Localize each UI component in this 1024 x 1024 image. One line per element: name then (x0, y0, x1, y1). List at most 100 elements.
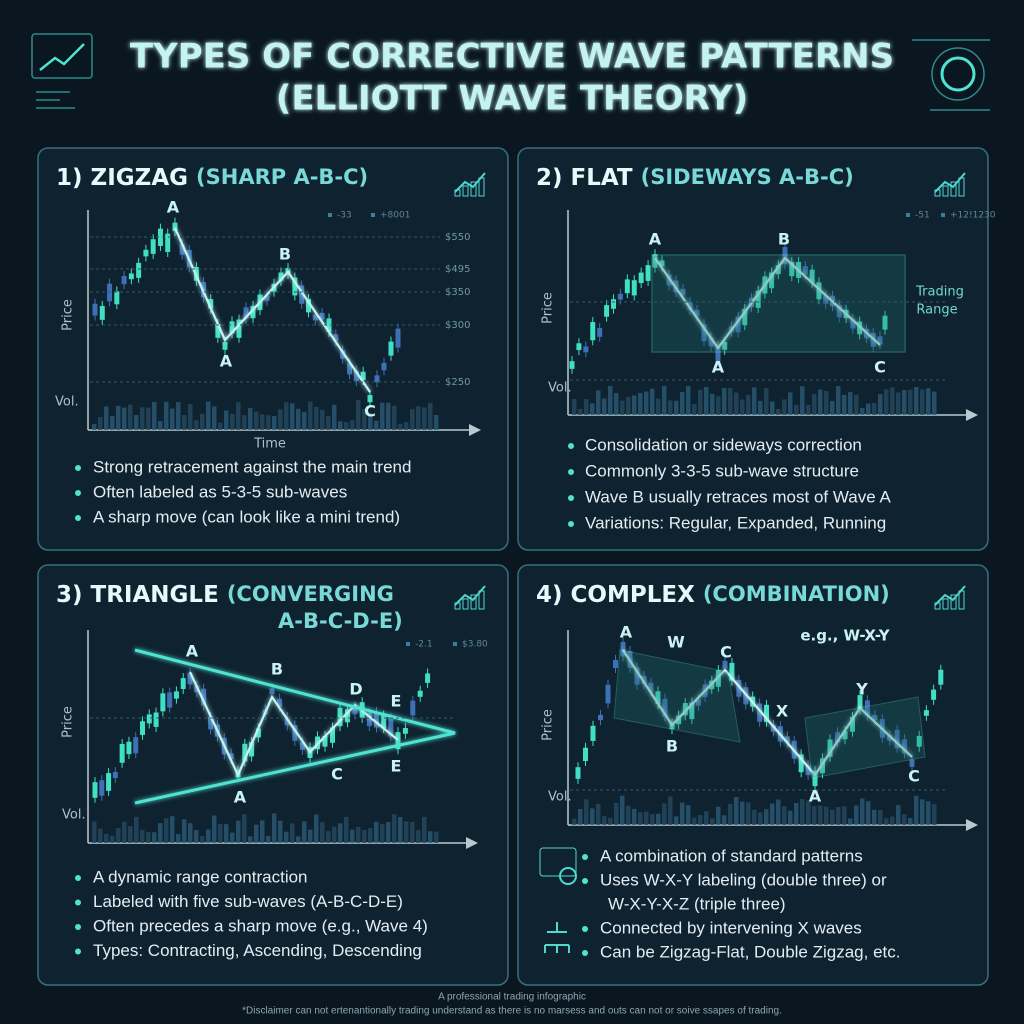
volume-bar (266, 835, 271, 843)
candle (153, 712, 159, 727)
volume-bar (296, 836, 301, 843)
panel-number: 4) (536, 582, 563, 608)
volume-bar (278, 820, 283, 843)
candle (708, 337, 714, 347)
wave-label: B (778, 230, 790, 249)
volume-bar (260, 820, 265, 843)
volume-bar (782, 806, 787, 825)
candle (613, 659, 618, 668)
volume-bar (308, 829, 313, 843)
volume-bar (836, 386, 841, 415)
bullet-text: Strong retracement against the main tren… (93, 457, 411, 476)
volume-bar (152, 832, 157, 843)
panel (517, 147, 989, 551)
wave-label: X (776, 702, 789, 721)
axis-label: Vol. (548, 790, 572, 805)
wave-label: D (349, 680, 362, 699)
volume-bar (812, 806, 817, 825)
volume-bar (266, 415, 271, 430)
candle (923, 710, 929, 716)
volume-bar (740, 399, 745, 415)
volume-bar (602, 398, 607, 415)
panel-number: 1) (56, 165, 83, 191)
panel-title: 1) ZIGZAG (SHARP A-B-C) (56, 165, 368, 191)
volume-bar (794, 404, 799, 415)
volume-bar (608, 817, 613, 825)
price-label: $350 (445, 287, 470, 298)
volume-bar (230, 413, 235, 430)
candle (735, 316, 741, 333)
candle (228, 753, 234, 760)
bullet-dot (568, 495, 574, 501)
candle (715, 345, 721, 362)
volume-bar (140, 829, 145, 843)
volume-bar (296, 408, 301, 430)
candle (99, 780, 105, 796)
panel-icon (462, 185, 469, 197)
volume-bar (674, 400, 679, 415)
volume-bar (662, 386, 667, 415)
candle (789, 261, 795, 277)
volume-bar (242, 814, 247, 843)
price-label: $495 (445, 264, 470, 275)
volume-bar (254, 824, 259, 843)
price-label: $550 (445, 232, 470, 243)
volume-bar (764, 387, 769, 415)
volume-bar (584, 399, 589, 415)
candle (812, 770, 818, 787)
candle (809, 269, 815, 283)
candle (330, 727, 335, 743)
volume-bar (716, 396, 721, 415)
volume-bar (770, 803, 775, 825)
volume-bar (668, 796, 673, 825)
volume-bar (746, 802, 751, 825)
volume-bar (686, 805, 691, 825)
candle (150, 239, 156, 254)
bullet-text: Labeled with five sub-waves (A-B-C-D-E) (93, 892, 403, 911)
candle (243, 307, 249, 319)
panel-icon (950, 181, 957, 197)
volume-bar (236, 402, 241, 430)
candle (802, 266, 808, 275)
candle (381, 715, 387, 729)
candle (222, 341, 228, 350)
candle (381, 362, 387, 371)
volume-bar (146, 407, 151, 430)
candle (569, 361, 575, 369)
candle (590, 322, 596, 341)
volume-bar (776, 408, 781, 415)
candle (620, 642, 626, 657)
wave-label: B (666, 737, 678, 756)
volume-bar (332, 404, 337, 430)
volume-bar (176, 402, 181, 430)
candle (638, 272, 644, 284)
volume-bar (734, 392, 739, 415)
volume-bar (608, 385, 613, 415)
candle (641, 675, 647, 684)
volume-bar (878, 394, 883, 415)
volume-bar (698, 389, 703, 415)
icon (539, 847, 577, 877)
candle (114, 291, 120, 305)
candle (696, 699, 701, 706)
volume-bar (572, 818, 577, 825)
volume-bar (230, 832, 235, 843)
volume-bar (194, 420, 199, 430)
candle (277, 698, 283, 707)
candle (887, 735, 893, 741)
price-label: $250 (445, 377, 470, 388)
volume-bar (368, 413, 373, 430)
volume-bar (656, 398, 661, 415)
candle (292, 725, 298, 741)
volume-bar (182, 415, 187, 430)
volume-bar (884, 818, 889, 825)
panel-qualifier: A-B-C-D-E) (278, 609, 403, 633)
candle (662, 698, 668, 717)
candle (347, 363, 352, 375)
panel-icon (454, 602, 461, 610)
axis-label: Time (253, 437, 286, 452)
candle (782, 246, 788, 265)
volume-bar (578, 808, 583, 825)
volume-bar (854, 805, 859, 825)
volume-bar (122, 821, 127, 843)
